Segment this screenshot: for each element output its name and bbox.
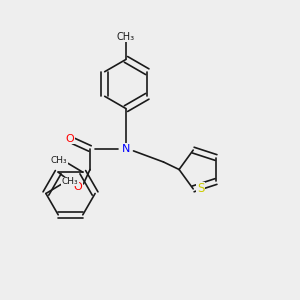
Text: CH₃: CH₃ xyxy=(50,156,67,165)
Text: N: N xyxy=(122,143,130,154)
Text: O: O xyxy=(74,182,82,193)
Text: CH₃: CH₃ xyxy=(117,32,135,42)
Text: O: O xyxy=(65,134,74,144)
Text: S: S xyxy=(197,182,204,195)
Text: CH₃: CH₃ xyxy=(61,177,78,186)
